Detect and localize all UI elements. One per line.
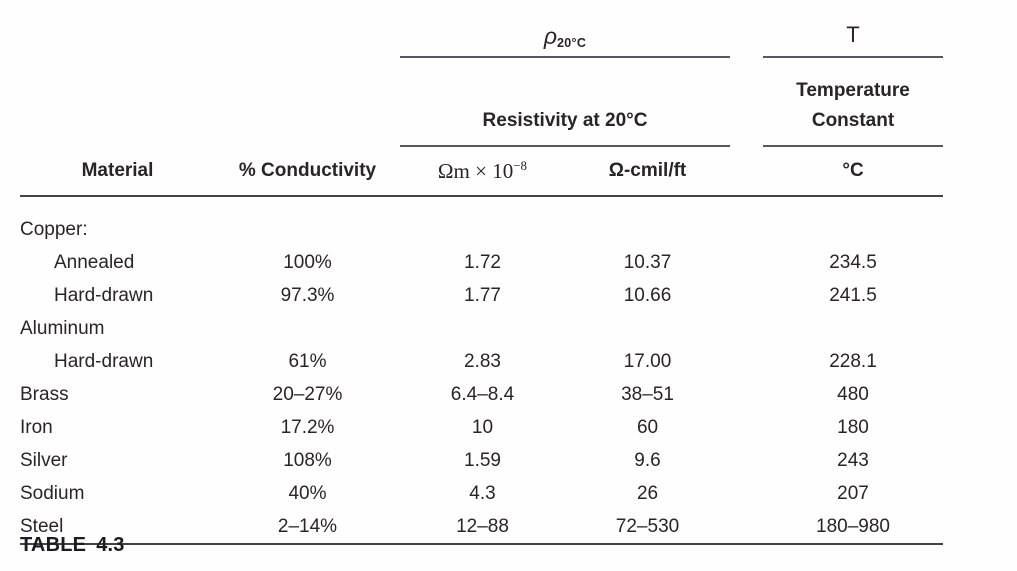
cell-material: Sodium <box>20 482 85 504</box>
cell-ohm-cmil <box>565 312 730 345</box>
cell-temp-constant: 207 <box>837 482 869 504</box>
cell-material: Hard-drawn <box>54 350 154 372</box>
cell-temp-constant: 480 <box>837 383 869 405</box>
cell-conductivity: 97.3% <box>280 284 335 306</box>
cell-material: Iron <box>20 416 53 438</box>
cell-material: Hard-drawn <box>54 284 154 306</box>
cell-conductivity <box>215 196 400 246</box>
temperature-constant-line1: Temperature <box>796 80 910 101</box>
cell-ohm-cmil: 17.00 <box>623 350 672 372</box>
table-caption-label: TABLE <box>20 534 87 556</box>
spacer-cell <box>730 57 763 146</box>
cell-material: Steel <box>20 510 215 545</box>
cell-ohm-cmil: 9.6 <box>634 449 661 471</box>
temperature-constant-header: Temperature Constant <box>763 57 944 147</box>
table-row: Hard-drawn 97.3% 1.77 10.66 241.5 <box>20 279 943 312</box>
cell-temp-constant <box>763 196 943 246</box>
rho-subscript: 20°C <box>557 36 587 50</box>
spacer-cell <box>730 345 763 378</box>
table-row: Hard-drawn 61% 2.83 17.00 228.1 <box>20 345 943 378</box>
empty-cell <box>20 6 400 57</box>
cell-ohm-m <box>400 196 565 246</box>
cell-ohm-m: 4.3 <box>469 482 496 504</box>
cell-ohm-cmil: 10.37 <box>623 251 672 273</box>
ohm-m-base: Ωm × 10 <box>437 159 514 183</box>
table-row: Copper: <box>20 196 943 246</box>
col-header-material: Material <box>20 146 215 197</box>
table-row: Annealed 100% 1.72 10.37 234.5 <box>20 246 943 279</box>
rho-symbol: ρ <box>543 23 558 49</box>
resistivity-group-header: Resistivity at 20°C <box>400 57 731 147</box>
cell-ohm-m: 1.72 <box>464 251 501 273</box>
spacer-cell <box>730 246 763 279</box>
cell-conductivity: 40% <box>288 482 327 504</box>
cell-temp-constant: 241.5 <box>829 284 877 306</box>
cell-ohm-m <box>400 312 565 345</box>
t-group-header: T <box>763 6 944 58</box>
cell-material: Copper: <box>20 218 88 240</box>
table-row: Silver 108% 1.59 9.6 243 <box>20 444 943 477</box>
spacer-cell <box>730 196 763 246</box>
cell-ohm-m: 2.83 <box>464 350 501 372</box>
cell-ohm-cmil: 10.66 <box>623 284 672 306</box>
cell-temp-constant: 228.1 <box>829 350 877 372</box>
table-caption: TABLE 4.3 <box>20 534 125 557</box>
table-row: Sodium 40% 4.3 26 207 <box>20 477 943 510</box>
spacer-cell <box>730 477 763 510</box>
table-row: Brass 20–27% 6.4–8.4 38–51 480 <box>20 378 943 411</box>
cell-ohm-m: 12–88 <box>400 510 565 545</box>
empty-cell <box>20 57 400 146</box>
cell-ohm-cmil: 38–51 <box>621 383 674 405</box>
cell-conductivity: 61% <box>288 350 327 372</box>
cell-conductivity: 2–14% <box>215 510 400 545</box>
col-header-celsius: °C <box>763 146 944 197</box>
spacer-cell <box>730 378 763 411</box>
cell-ohm-m: 1.59 <box>464 449 501 471</box>
cell-material: Silver <box>20 449 68 471</box>
cell-conductivity <box>215 312 400 345</box>
cell-ohm-cmil: 72–530 <box>565 510 731 545</box>
spacer-cell <box>730 411 763 444</box>
spacer-cell <box>730 6 763 57</box>
cell-ohm-m: 1.77 <box>464 284 501 306</box>
cell-ohm-m: 10 <box>471 416 494 438</box>
table-caption-number: 4.3 <box>96 534 125 556</box>
cell-ohm-cmil: 26 <box>636 482 659 504</box>
spacer-cell <box>730 312 763 345</box>
spacer-cell <box>730 444 763 477</box>
spacer-cell <box>730 146 764 197</box>
group-label-row: Resistivity at 20°C Temperature Constant <box>20 57 944 147</box>
cell-conductivity: 20–27% <box>272 383 343 405</box>
table-row: Iron 17.2% 10 60 180 <box>20 411 943 444</box>
table-row: Steel 2–14% 12–88 72–530 180–980 <box>20 510 944 545</box>
cell-conductivity: 17.2% <box>280 416 335 438</box>
cell-material: Aluminum <box>20 317 105 339</box>
column-header-row: Material % Conductivity Ωm × 10−8 Ω-cmil… <box>20 146 944 197</box>
group-symbol-row: ρ20°C T <box>20 6 944 58</box>
cell-ohm-m: 6.4–8.4 <box>450 383 515 405</box>
cell-material: Brass <box>20 383 69 405</box>
cell-material: Annealed <box>54 251 135 273</box>
cell-ohm-cmil <box>565 196 730 246</box>
cell-temp-constant: 180–980 <box>763 510 944 545</box>
spacer-cell <box>730 279 763 312</box>
cell-temp-constant: 243 <box>837 449 869 471</box>
ohm-m-exponent: −8 <box>513 158 528 173</box>
col-header-ohm-cmil: Ω-cmil/ft <box>565 146 731 197</box>
cell-ohm-cmil: 60 <box>636 416 659 438</box>
spacer-cell <box>730 510 764 545</box>
cell-temp-constant <box>763 312 943 345</box>
cell-conductivity: 108% <box>283 449 332 471</box>
cell-temp-constant: 180 <box>837 416 869 438</box>
materials-properties-table: ρ20°C T Resistivity at 20°C Temperature … <box>20 6 944 545</box>
col-header-conductivity: % Conductivity <box>215 146 400 197</box>
col-header-ohm-m: Ωm × 10−8 <box>400 146 565 197</box>
table-row: Aluminum <box>20 312 943 345</box>
cell-temp-constant: 234.5 <box>829 251 877 273</box>
cell-conductivity: 100% <box>283 251 332 273</box>
temperature-constant-line2: Constant <box>811 110 895 131</box>
rho-group-header: ρ20°C <box>400 6 731 58</box>
